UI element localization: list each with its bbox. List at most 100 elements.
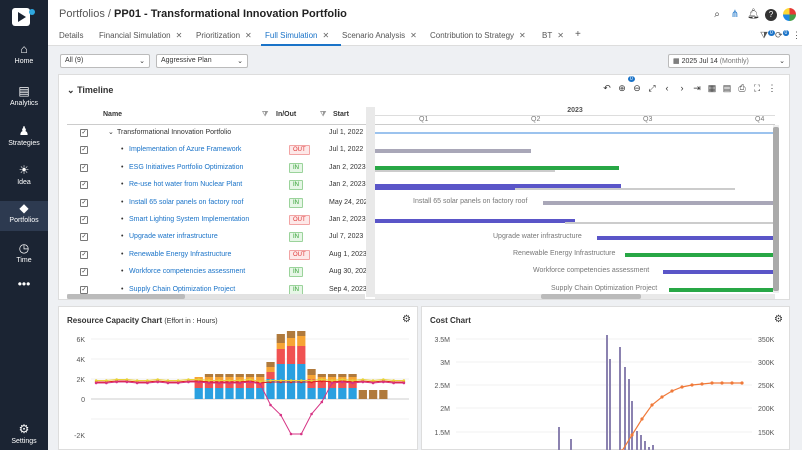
close-icon[interactable]: ✕ (322, 31, 330, 40)
org-chart-icon[interactable]: ⋔ (730, 8, 740, 20)
horizontal-scrollbar[interactable] (375, 294, 775, 299)
sidebar-item-portfolios[interactable]: ◆ Portfolios (0, 201, 48, 231)
filter-select[interactable]: All (9) ⌄ (60, 54, 150, 68)
close-icon[interactable]: ✕ (557, 31, 564, 40)
row-checkbox[interactable]: ✓ (80, 146, 88, 155)
table-icon[interactable]: ▦ (707, 83, 717, 93)
sidebar-item-idea[interactable]: ☀ Idea (0, 163, 48, 193)
help-icon[interactable]: ? (765, 8, 777, 21)
timeline-title[interactable]: ⌄ Timeline (67, 85, 114, 95)
tab-contribution-to-strategy[interactable]: Contribution to Strategy ✕ (430, 31, 526, 40)
close-icon[interactable]: ✕ (175, 31, 183, 40)
tab-scenario-analysis[interactable]: Scenario Analysis ✕ (342, 31, 417, 40)
gantt-bar[interactable] (375, 132, 775, 134)
filter-icon[interactable]: ⧩ 0 (760, 30, 775, 40)
row-name[interactable]: Implementation of Azure Framework (129, 146, 242, 154)
row-checkbox[interactable]: ✓ (80, 250, 88, 259)
column-inout[interactable]: In/Out (276, 111, 297, 118)
print-icon[interactable]: ⎙ (738, 83, 746, 93)
splitter[interactable] (366, 107, 375, 297)
tab-financial-simulation[interactable]: Financial Simulation ✕ (99, 31, 183, 40)
table-row[interactable]: ✓ • ESG Initiatives Portfolio Optimization… (67, 160, 374, 177)
gantt-bar[interactable] (375, 149, 531, 153)
sidebar-item-strategies[interactable]: ♟ Strategies (0, 124, 48, 154)
gantt-bar[interactable] (669, 288, 775, 292)
close-icon[interactable]: ✕ (410, 31, 417, 40)
gantt-bar[interactable] (663, 270, 773, 274)
prev-icon[interactable]: ‹ (665, 83, 669, 93)
table-row[interactable]: ✓ • Workforce competencies assessment IN Aug… (67, 264, 374, 281)
row-name[interactable]: Renewable Energy Infrastructure (129, 250, 232, 258)
row-checkbox[interactable]: ✓ (80, 216, 88, 224)
export-icon[interactable]: ⇥ (693, 83, 701, 93)
zoom-in-icon[interactable]: ⊕ (618, 83, 626, 93)
table-row[interactable]: ✓ • Upgrade water infrastructure IN Jul 7, 2… (67, 229, 374, 246)
vertical-scrollbar[interactable] (773, 125, 779, 293)
table-row[interactable]: ✓ • Re-use hot water from Nuclear Plant IN J… (67, 177, 374, 194)
bell-icon[interactable]: 🔔︎ (747, 8, 760, 20)
date-select[interactable]: ▦ 2025 Jul 14 (Monthly) ⌄ (668, 54, 790, 68)
chevron-down-icon[interactable]: ⌄ (108, 129, 114, 136)
row-checkbox[interactable]: ✓ (80, 268, 88, 277)
fit-icon[interactable]: ⤢ (648, 83, 656, 93)
close-icon[interactable]: ✕ (245, 31, 252, 40)
tab-full-simulation[interactable]: Full Simulation ✕ (265, 31, 330, 40)
timeline-panel: ⌄ Timeline ↶ ⊕ ⊖ ⤢ ‹ › ⇥ ▦ ▤ ⎙ ⛶ ⋮ 0 Nam… (58, 74, 790, 300)
row-checkbox[interactable]: ✓ (80, 163, 88, 172)
breadcrumb-parent[interactable]: Portfolios (59, 8, 105, 20)
gantt-bar[interactable] (625, 253, 775, 257)
next-icon[interactable]: › (680, 83, 684, 93)
sync-icon[interactable]: ⟳ 0 (775, 30, 790, 40)
gantt-bar[interactable] (543, 201, 775, 205)
row-checkbox[interactable]: ✓ (80, 198, 88, 207)
zoom-out-icon[interactable]: ⊖ (633, 83, 641, 93)
column-name[interactable]: Name (103, 111, 123, 118)
search-icon[interactable]: ⌕ (714, 8, 720, 20)
row-checkbox[interactable]: ✓ (80, 181, 88, 190)
tab-prioritization[interactable]: Prioritization ✕ (196, 31, 252, 40)
table-row[interactable]: ✓ ⌄ Transformational Innovation Portfolio J… (67, 125, 374, 142)
column-start[interactable]: Start (333, 111, 349, 118)
undo-icon[interactable]: ↶ (603, 83, 611, 93)
filter-icon[interactable]: ⧩ (320, 111, 327, 118)
logo-icon[interactable] (10, 6, 38, 28)
filter-icon[interactable]: ⧩ (262, 111, 269, 118)
tab-bt[interactable]: BT ✕ (542, 31, 564, 40)
grid-icon[interactable]: ▤ (722, 83, 732, 93)
add-tab-button[interactable]: + (575, 29, 581, 40)
gantt-bar[interactable] (375, 184, 621, 190)
row-name[interactable]: Supply Chain Optimization Project (129, 285, 236, 293)
gantt-bar[interactable] (597, 236, 775, 240)
row-name[interactable]: Re-use hot water from Nuclear Plant (129, 181, 243, 189)
plan-select[interactable]: Aggressive Plan ⌄ (156, 54, 248, 68)
sidebar-item-settings[interactable]: ⚙ Settings (0, 422, 48, 450)
horizontal-scrollbar[interactable] (67, 294, 365, 299)
row-name[interactable]: Install 65 solar panels on factory roof (129, 198, 244, 206)
row-name[interactable]: Upgrade water infrastructure (129, 233, 218, 241)
table-row[interactable]: ✓ • Renewable Energy Infrastructure OUT Aug … (67, 247, 374, 264)
table-row[interactable]: ✓ • Smart Lighting System Implementation OU… (67, 212, 374, 229)
row-name[interactable]: Smart Lighting System Implementation (129, 216, 250, 223)
sidebar-item-more[interactable]: ••• (0, 277, 48, 307)
avatar[interactable] (783, 8, 796, 21)
gantt-bar[interactable] (375, 219, 575, 223)
table-row[interactable]: ✓ • Install 65 solar panels on factory roo… (67, 195, 374, 212)
tab-details[interactable]: Details (59, 31, 84, 40)
row-checkbox[interactable]: ✓ (80, 129, 88, 137)
sidebar-item-time[interactable]: ◷ Time (0, 241, 48, 271)
more-options-icon[interactable]: ⋮ (767, 83, 777, 93)
sidebar-item-home[interactable]: ⌂ Home (0, 42, 48, 72)
row-name[interactable]: Workforce competencies assessment (129, 268, 246, 276)
close-icon[interactable]: ✕ (519, 31, 526, 40)
more-options-icon[interactable]: ⋮ (792, 30, 801, 40)
gear-icon[interactable]: ⚙ (402, 314, 411, 325)
row-checkbox[interactable]: ✓ (80, 233, 88, 242)
fullscreen-icon[interactable]: ⛶ (753, 83, 761, 93)
gear-icon[interactable]: ⚙ (774, 314, 783, 325)
gantt-bar[interactable] (375, 166, 619, 170)
row-name[interactable]: ESG Initiatives Portfolio Optimization (129, 163, 244, 171)
collapse-icon[interactable]: ⌄ (67, 85, 75, 95)
sidebar-item-analytics[interactable]: ▤ Analytics (0, 84, 48, 114)
table-row[interactable]: ✓ • Implementation of Azure Framework OUT Ju… (67, 142, 374, 159)
row-checkbox[interactable]: ✓ (80, 285, 88, 294)
